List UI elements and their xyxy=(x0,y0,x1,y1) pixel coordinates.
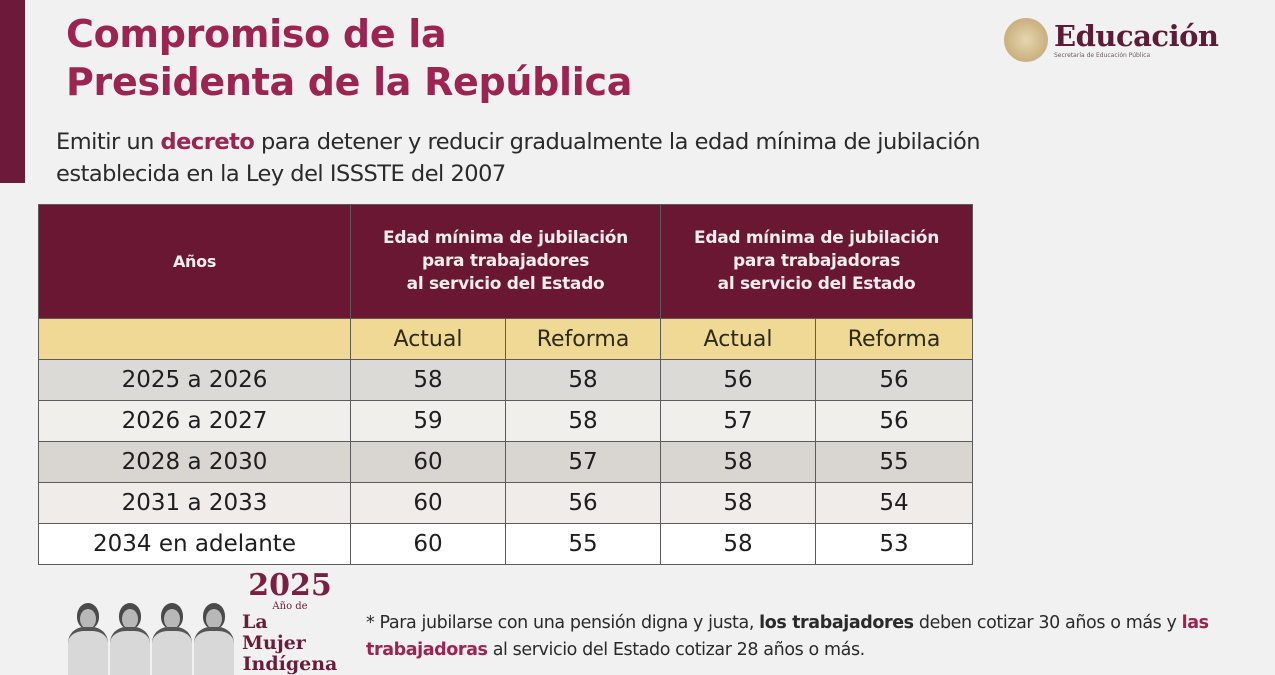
accent-bar xyxy=(0,0,25,183)
cell-women-reforma: 56 xyxy=(815,400,974,442)
table-subheader-row: Actual Reforma Actual Reforma xyxy=(38,318,974,360)
footnote-bold-men: los trabajadores xyxy=(759,613,914,633)
cell-men-actual: 60 xyxy=(350,523,506,565)
indigenous-women-illustration-icon xyxy=(68,582,236,675)
cell-men-reforma: 55 xyxy=(504,523,662,565)
header-men: Edad mínima de jubilación para trabajado… xyxy=(349,204,662,319)
header-women-line: Edad mínima de jubilación xyxy=(694,228,939,248)
intro-text: Emitir un decreto para detener y reducir… xyxy=(56,126,1056,190)
retirement-age-table: Años Edad mínima de jubilación para trab… xyxy=(38,204,974,565)
year-number: 2025 xyxy=(248,568,332,603)
table-header-row: Años Edad mínima de jubilación para trab… xyxy=(38,204,974,319)
header-men-line: Edad mínima de jubilación xyxy=(383,228,628,248)
cell-men-reforma: 58 xyxy=(504,400,662,442)
subheader-blank xyxy=(38,318,351,360)
cell-men-reforma: 56 xyxy=(504,482,662,524)
sep-logo: Educación Secretaría de Educación Públic… xyxy=(1004,18,1219,62)
cell-women-reforma: 56 xyxy=(815,359,974,401)
table-row: 2034 en adelante 60 55 58 53 xyxy=(38,523,974,565)
cell-men-actual: 59 xyxy=(350,400,506,442)
national-seal-icon xyxy=(1004,18,1048,62)
intro-highlight: decreto xyxy=(160,129,255,155)
cell-women-reforma: 53 xyxy=(815,523,974,565)
footnote-part: deben cotizar 30 años o más y xyxy=(913,613,1182,633)
cell-men-reforma: 57 xyxy=(504,441,662,483)
table-row: 2028 a 2030 60 57 58 55 xyxy=(38,441,974,483)
cell-men-actual: 60 xyxy=(350,441,506,483)
cell-years: 2025 a 2026 xyxy=(38,359,351,401)
intro-before: Emitir un xyxy=(56,129,161,155)
year-line-3: Indígena xyxy=(242,653,338,675)
title-line-1: Compromiso de la xyxy=(66,12,447,56)
header-women-line: al servicio del Estado xyxy=(717,274,916,294)
header-men-line: al servicio del Estado xyxy=(406,274,605,294)
cell-women-reforma: 55 xyxy=(815,441,974,483)
cell-women-actual: 57 xyxy=(660,400,817,442)
subheader-women-actual: Actual xyxy=(660,318,817,360)
year-line-2: La Mujer xyxy=(242,611,306,654)
table-row: 2026 a 2027 59 58 57 56 xyxy=(38,400,974,442)
logo-name: Educación xyxy=(1054,19,1219,53)
cell-women-actual: 58 xyxy=(660,482,817,524)
cell-years: 2034 en adelante xyxy=(38,523,351,565)
footnote-part: * Para jubilarse con una pensión digna y… xyxy=(366,613,760,633)
cell-years: 2028 a 2030 xyxy=(38,441,351,483)
header-men-line: para trabajadores xyxy=(421,251,590,271)
table-row: 2025 a 2026 58 58 56 56 xyxy=(38,359,974,401)
cell-men-actual: 58 xyxy=(350,359,506,401)
cell-women-reforma: 54 xyxy=(815,482,974,524)
footnote: * Para jubilarse con una pensión digna y… xyxy=(366,610,1226,664)
cell-women-actual: 58 xyxy=(660,441,817,483)
subheader-women-reforma: Reforma xyxy=(815,318,974,360)
year-title: 2025 Año de La Mujer Indígena xyxy=(242,571,338,675)
footnote-bold-women: las trabajadoras xyxy=(366,613,1209,660)
cell-years: 2026 a 2027 xyxy=(38,400,351,442)
logo-subtitle: Secretaría de Educación Pública xyxy=(1054,52,1151,59)
cell-women-actual: 58 xyxy=(660,523,817,565)
cell-women-actual: 56 xyxy=(660,359,817,401)
subheader-men-actual: Actual xyxy=(350,318,506,360)
subheader-men-reforma: Reforma xyxy=(504,318,662,360)
page-title: Compromiso de la Presidenta de la Repúbl… xyxy=(66,10,632,106)
year-line-1: Año de xyxy=(272,601,308,612)
header-women: Edad mínima de jubilación para trabajado… xyxy=(660,204,974,319)
table-row: 2031 a 2033 60 56 58 54 xyxy=(38,482,974,524)
cell-years: 2031 a 2033 xyxy=(38,482,351,524)
year-banner: 2025 Año de La Mujer Indígena xyxy=(68,571,338,675)
cell-men-actual: 60 xyxy=(350,482,506,524)
intro-after: para detener y reducir gradualmente la e… xyxy=(56,129,981,187)
footnote-part: al servicio del Estado cotizar 28 años o… xyxy=(487,640,866,660)
header-years: Años xyxy=(38,204,351,319)
cell-men-reforma: 58 xyxy=(504,359,662,401)
title-line-2: Presidenta de la República xyxy=(66,60,633,104)
header-women-line: para trabajadoras xyxy=(732,251,901,271)
